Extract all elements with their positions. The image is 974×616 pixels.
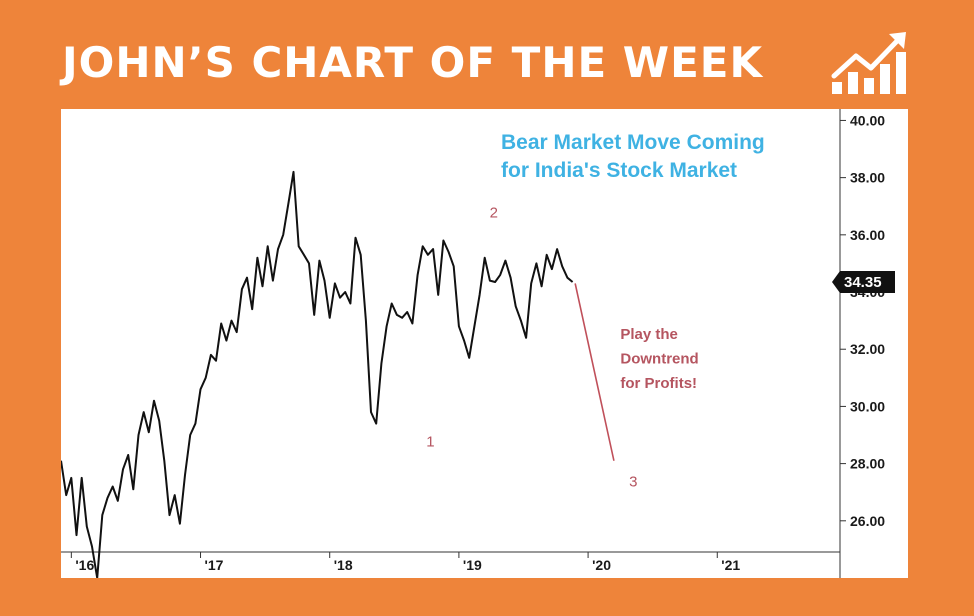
x-tick-label: '18 (334, 557, 353, 573)
annotation-text: Play the (620, 326, 678, 343)
y-tick-label: 28.00 (850, 456, 885, 472)
y-tick-label: 38.00 (850, 170, 885, 186)
annotation-text: Downtrend (620, 351, 698, 368)
chart-panel: 40.0038.0036.0034.0032.0030.0028.0026.00… (61, 109, 908, 578)
wave-label: 3 (629, 473, 637, 490)
x-tick-label: '21 (721, 557, 740, 573)
x-tick-label: '16 (75, 557, 94, 573)
y-tick-label: 36.00 (850, 227, 885, 243)
last-value-label: 34.35 (844, 274, 882, 291)
price-line (61, 170, 574, 578)
headline-line-2: for India's Stock Market (501, 159, 737, 182)
headline-line-1: Bear Market Move Coming (501, 131, 765, 154)
wave-label: 2 (490, 205, 498, 222)
banner-title: JOHN’S CHART OF THE WEEK (62, 38, 764, 87)
last-value-badge: 34.35 (832, 271, 895, 294)
y-tick-label: 32.00 (850, 341, 885, 357)
y-tick-label: 26.00 (850, 513, 885, 529)
y-tick-label: 40.00 (850, 112, 885, 128)
x-tick-label: '19 (463, 557, 482, 573)
price-chart: 40.0038.0036.0034.0032.0030.0028.0026.00… (61, 109, 895, 578)
annotation-text: for Profits! (620, 375, 697, 392)
y-tick-label: 30.00 (850, 398, 885, 414)
projection-line (574, 283, 615, 461)
rising-chart-icon (831, 32, 906, 94)
wave-label: 1 (426, 433, 434, 450)
x-tick-label: '17 (205, 557, 224, 573)
x-tick-label: '20 (592, 557, 611, 573)
